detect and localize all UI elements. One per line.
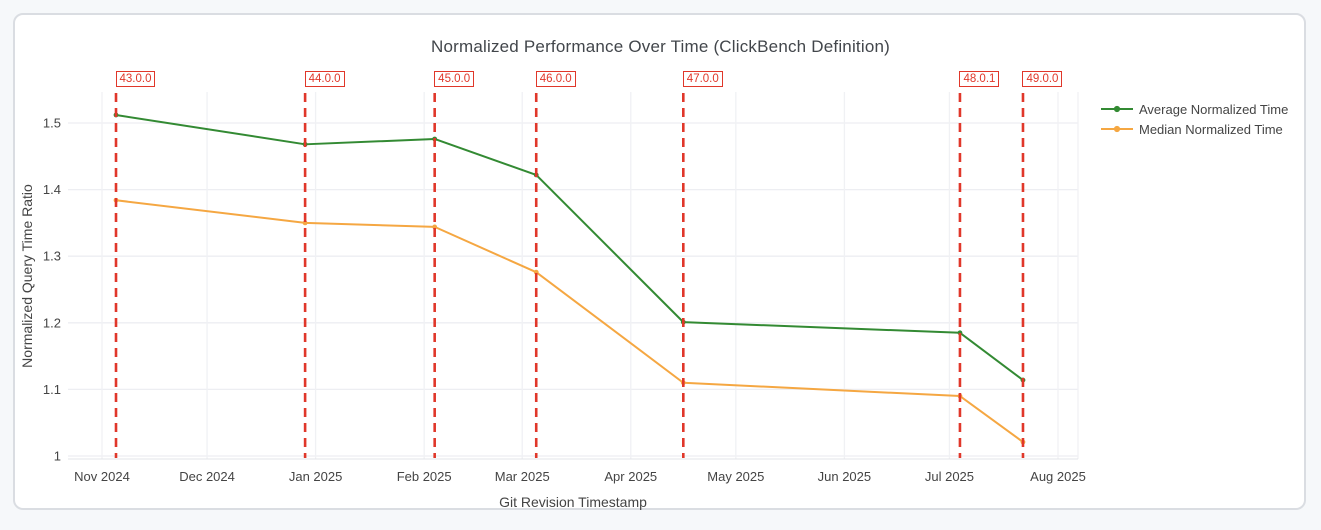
- x-tick-label: Mar 2025: [495, 469, 550, 484]
- x-tick-label: Jun 2025: [818, 469, 872, 484]
- x-axis-title: Git Revision Timestamp: [499, 494, 647, 510]
- x-tick-label: Jul 2025: [925, 469, 974, 484]
- x-tick-label: Jan 2025: [289, 469, 343, 484]
- release-label: 49.0.0: [1022, 71, 1063, 87]
- y-tick-label: 1.1: [43, 382, 61, 397]
- x-tick-label: Dec 2024: [179, 469, 235, 484]
- release-label: 48.0.1: [959, 71, 1000, 87]
- chart-card: [13, 13, 1306, 510]
- legend-label-average: Average Normalized Time: [1139, 101, 1289, 117]
- x-tick-label: Feb 2025: [397, 469, 452, 484]
- release-label: 47.0.0: [682, 71, 723, 87]
- release-label: 44.0.0: [304, 71, 345, 87]
- y-tick-label: 1.5: [43, 116, 61, 131]
- y-tick-label: 1: [54, 449, 61, 464]
- x-tick-label: Apr 2025: [604, 469, 657, 484]
- x-tick-label: Aug 2025: [1030, 469, 1086, 484]
- release-label: 45.0.0: [434, 71, 475, 87]
- y-tick-label: 1.4: [43, 182, 61, 197]
- x-tick-label: Nov 2024: [74, 469, 130, 484]
- y-axis-title-text: Normalized Query Time Ratio: [19, 184, 35, 368]
- average-line-swatch: [1101, 105, 1133, 113]
- legend-label-median: Median Normalized Time: [1139, 121, 1283, 137]
- legend: Average Normalized Time Median Normalize…: [1100, 99, 1288, 139]
- legend-item-median[interactable]: Median Normalized Time: [1100, 119, 1288, 139]
- x-tick-label: May 2025: [707, 469, 764, 484]
- legend-item-average[interactable]: Average Normalized Time: [1100, 99, 1288, 119]
- release-label: 46.0.0: [535, 71, 576, 87]
- average-series-line[interactable]: [115, 114, 1024, 381]
- chart-title: Normalized Performance Over Time (ClickB…: [430, 37, 890, 56]
- y-tick-label: 1.3: [43, 249, 61, 264]
- release-label: 43.0.0: [115, 71, 156, 87]
- median-line-swatch: [1101, 125, 1133, 133]
- y-tick-label: 1.2: [43, 315, 61, 330]
- median-series-line[interactable]: [115, 199, 1024, 443]
